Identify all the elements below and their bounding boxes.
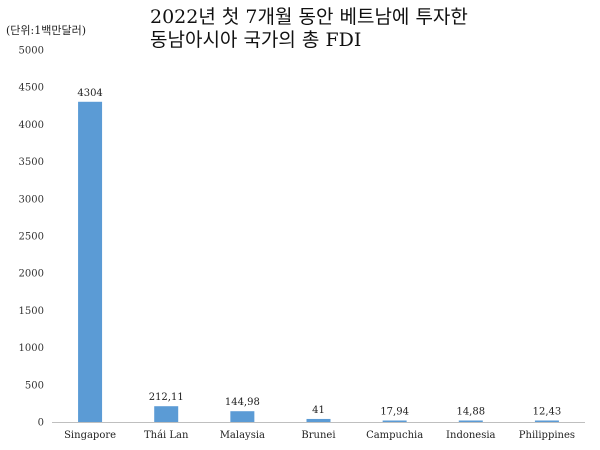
data-label: 14,88	[456, 407, 485, 418]
y-tick-label: 1500	[19, 306, 44, 317]
category-label: Campuchia	[366, 430, 423, 441]
bars	[78, 101, 559, 422]
bar	[306, 418, 331, 422]
data-label: 212,11	[149, 392, 184, 403]
y-tick-label: 500	[25, 380, 44, 391]
category-label: Malaysia	[220, 430, 265, 441]
y-axis: 0 500 1000 1500 2000 2500 3000 3500 4000 4500 5000	[19, 46, 585, 429]
category-labels: Singapore Thái Lan Malaysia Brunei Campuchia…	[64, 430, 575, 441]
y-tick-label: 4000	[19, 120, 44, 131]
data-label: 144,98	[225, 397, 260, 408]
y-tick-label: 4500	[19, 83, 44, 94]
category-label: Indonesia	[446, 430, 496, 441]
y-tick-label: 2500	[19, 232, 44, 243]
data-label: 12,43	[533, 407, 562, 418]
chart-title-line1: 2022년 첫 7개월 동안 베트남에 투자한	[150, 6, 468, 28]
y-tick-label: 3000	[19, 194, 44, 205]
y-tick-label: 1000	[19, 343, 44, 354]
bar	[230, 411, 255, 422]
bar	[382, 420, 407, 422]
data-label: 41	[312, 405, 325, 416]
y-tick-label: 3500	[19, 157, 44, 168]
chart-title-line2: 동남아시아 국가의 총 FDI	[150, 29, 362, 51]
data-label: 17,94	[380, 407, 409, 418]
bar	[534, 420, 559, 422]
data-labels: 4304 212,11 144,98 41 17,94 14,88 12,43	[77, 88, 561, 418]
bar	[458, 420, 483, 422]
y-tick-label: 0	[38, 418, 44, 429]
category-label: Philippines	[519, 430, 575, 441]
bar	[154, 406, 179, 422]
category-label: Singapore	[64, 430, 116, 441]
category-label: Brunei	[301, 430, 335, 441]
y-tick-label: 2000	[19, 269, 44, 280]
category-label: Thái Lan	[144, 430, 189, 441]
y-tick-label: 5000	[19, 46, 44, 57]
unit-label: (단위:1백만달러)	[6, 24, 87, 37]
data-label: 4304	[77, 88, 102, 99]
bar	[78, 101, 103, 422]
